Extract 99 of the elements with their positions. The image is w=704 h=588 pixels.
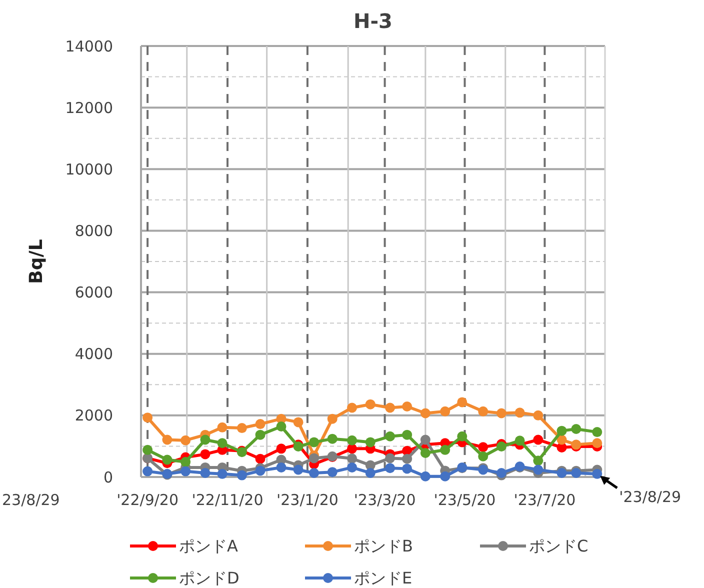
point [385, 402, 396, 413]
point [533, 456, 544, 466]
point [200, 468, 210, 478]
point [457, 431, 468, 442]
point [347, 402, 358, 413]
legend-label: ポンドE [354, 568, 412, 588]
point [571, 424, 582, 434]
point [514, 408, 525, 418]
point [217, 468, 228, 479]
point [309, 453, 320, 464]
point [162, 434, 172, 445]
y-tick-label: 0 [103, 468, 113, 486]
point [556, 434, 567, 445]
point [365, 399, 376, 410]
legend-label: ポンドD [179, 568, 240, 588]
point [420, 434, 430, 445]
point [385, 431, 396, 442]
point [162, 454, 172, 465]
point [255, 454, 266, 464]
point [293, 417, 304, 428]
legend-label: ポンドC [529, 536, 588, 556]
point [180, 466, 191, 476]
point [440, 471, 450, 482]
y-tick-label: 4000 [74, 345, 113, 364]
point [478, 451, 488, 462]
point [496, 442, 506, 452]
point [556, 426, 567, 436]
point [420, 471, 430, 482]
legend-label: ポンドA [179, 536, 238, 556]
x-tick-label: '23/7/20 [514, 491, 576, 509]
point [514, 436, 525, 446]
point [420, 408, 430, 418]
point [402, 402, 412, 412]
point [440, 444, 450, 455]
point [180, 456, 191, 467]
point [533, 410, 544, 420]
x-tick-label: '23/3/20 [354, 491, 416, 509]
point [556, 468, 567, 478]
point [276, 462, 286, 472]
point [402, 464, 412, 474]
point [327, 434, 338, 444]
point [592, 427, 602, 438]
point [255, 466, 266, 476]
point [217, 422, 228, 432]
chart-title: H-3 [354, 9, 392, 33]
point [496, 468, 506, 478]
x-tick-label: '22/9/20 [116, 491, 179, 509]
point [217, 438, 228, 448]
point [309, 437, 320, 448]
point [180, 435, 191, 446]
point [327, 467, 338, 478]
point [365, 468, 376, 478]
point [592, 468, 602, 479]
point [385, 463, 396, 474]
y-tick-label: 14000 [65, 37, 113, 56]
point [255, 419, 266, 430]
point [347, 435, 358, 446]
y-tick-label: 8000 [74, 222, 113, 240]
point [402, 430, 412, 440]
legend-label: ポンドB [354, 536, 413, 556]
x-tick-label: '23/1/20 [276, 491, 338, 509]
point [496, 408, 506, 418]
y-tick-label: 10000 [65, 160, 113, 178]
point [440, 406, 450, 416]
point [236, 423, 247, 434]
x-tick-label: '22/11/20 [192, 491, 264, 509]
point [327, 414, 338, 424]
point [200, 434, 210, 445]
text: 23/8/29 [2, 491, 60, 509]
point [571, 468, 582, 478]
y-tick-label: 6000 [74, 284, 113, 302]
point [365, 437, 376, 448]
x-tick-label: '23/5/20 [434, 491, 496, 509]
point [478, 442, 488, 452]
point [402, 454, 412, 464]
point [255, 430, 266, 440]
point [385, 453, 396, 464]
point [478, 406, 488, 416]
point [592, 438, 602, 448]
point [142, 412, 153, 423]
y-tick-label: 2000 [74, 406, 113, 425]
point [276, 422, 286, 432]
point [533, 464, 544, 475]
point [347, 454, 358, 464]
point [309, 468, 320, 478]
annotation: '23/8/29 [619, 488, 682, 506]
y-tick-label: 12000 [65, 98, 113, 117]
point [457, 397, 468, 408]
point [420, 448, 430, 458]
point [236, 470, 247, 480]
point [293, 464, 304, 475]
point [347, 444, 358, 454]
point [142, 466, 153, 476]
point [347, 462, 358, 472]
point [276, 444, 286, 454]
y-axis-title: Bq/L [26, 239, 47, 284]
point [142, 444, 153, 455]
point [200, 449, 210, 460]
point [533, 434, 544, 445]
